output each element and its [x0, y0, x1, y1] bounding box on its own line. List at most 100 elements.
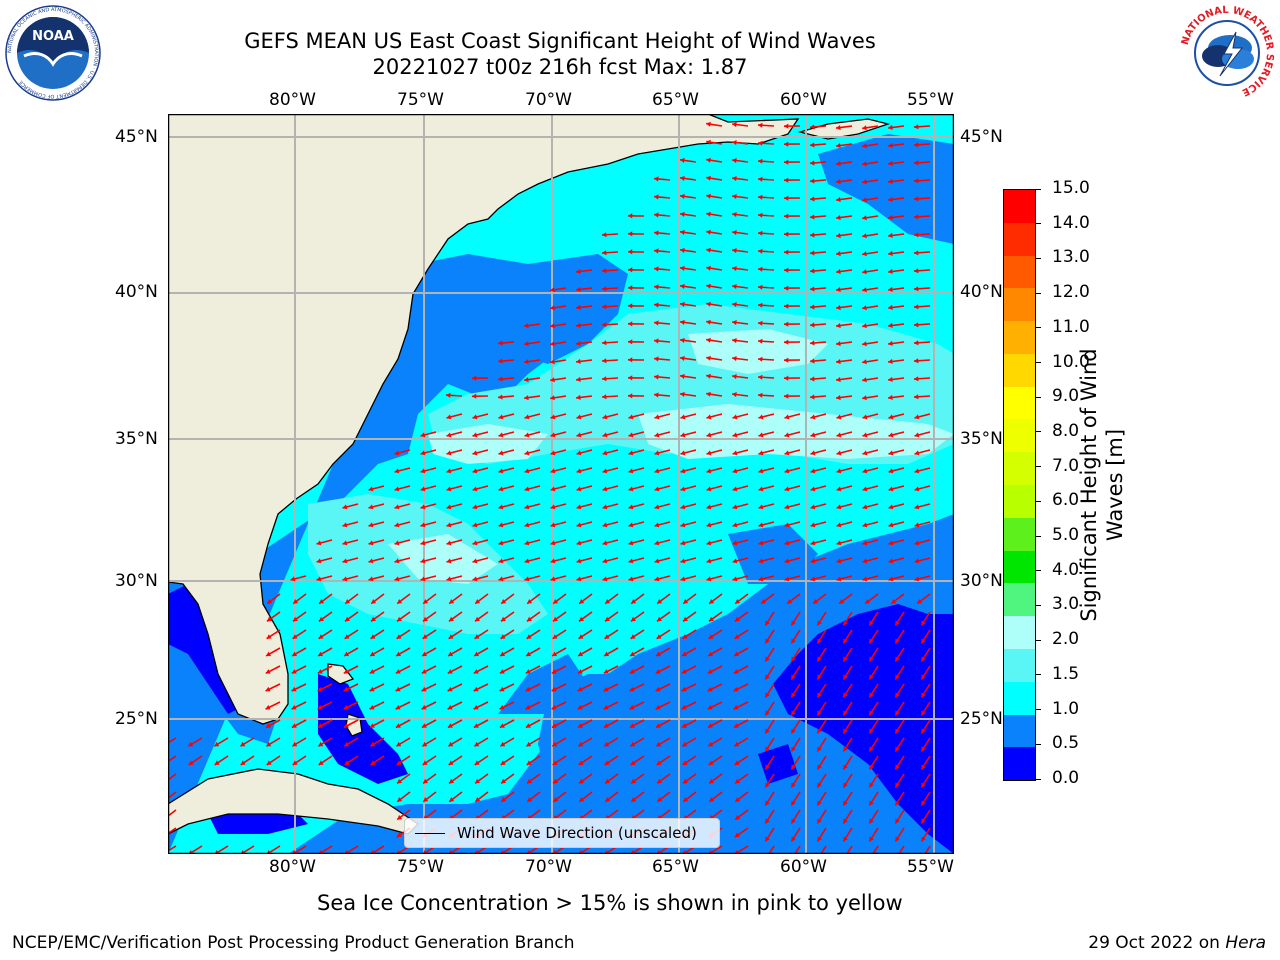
wind-wave-arrowhead	[732, 302, 737, 308]
wind-wave-arrowhead	[706, 193, 711, 199]
wind-wave-arrowhead	[706, 576, 712, 582]
wind-wave-arrowhead	[500, 651, 506, 657]
wind-wave-arrowhead	[318, 760, 324, 765]
wind-wave-arrowhead	[291, 704, 297, 710]
colorbar-tick-mark	[1035, 778, 1041, 780]
wind-wave-arrowhead	[888, 468, 894, 474]
wind-wave-arrowhead	[316, 576, 322, 582]
wind-wave-arrowhead	[682, 651, 688, 657]
wind-wave-arrowhead	[421, 669, 427, 674]
wind-wave-arrowhead	[656, 760, 662, 765]
wind-wave-arrowhead	[344, 634, 350, 639]
wind-wave-arrowhead	[550, 504, 556, 510]
wind-wave-arrowhead	[836, 305, 841, 311]
wind-wave-arrowhead	[732, 414, 738, 420]
wind-wave-arrowhead	[472, 504, 478, 510]
colorbar-tick-mark	[1035, 639, 1041, 641]
wind-wave-arrowhead	[524, 504, 530, 510]
wind-wave-arrowhead	[370, 741, 376, 747]
wind-wave-arrowhead	[420, 450, 426, 456]
wind-wave-arrowhead	[791, 782, 796, 788]
wind-wave-arrowhead	[342, 504, 348, 510]
colorbar-tick-label: 6.0	[1052, 490, 1080, 511]
wind-wave-arrowhead	[576, 358, 581, 364]
wind-wave-arrowhead	[369, 669, 375, 674]
lon-label-top: 80°W	[269, 90, 316, 110]
wind-wave-arrowhead	[368, 558, 374, 564]
wind-wave-arrowhead	[368, 576, 374, 582]
chart-subtitle: 20221027 t00z 216h fcst Max: 1.87	[372, 55, 748, 79]
wind-wave-arrowhead	[921, 782, 926, 788]
wind-wave-arrowhead	[784, 414, 790, 420]
wind-wave-arrowhead	[343, 686, 349, 692]
wind-wave-arrowhead	[921, 692, 926, 698]
wind-wave-arrowhead	[914, 340, 919, 346]
wind-wave-arrowhead	[629, 704, 635, 710]
wind-wave-arrowhead	[472, 522, 478, 528]
wind-wave-arrowhead	[524, 558, 530, 564]
wind-wave-arrowhead	[706, 468, 712, 474]
wind-wave-arrowhead	[344, 741, 350, 747]
wind-wave-arrowhead	[708, 760, 714, 765]
colorbar-tick-mark	[1035, 362, 1041, 364]
noaa-logo: NOAA NATIONAL OCEANIC AND ATMOSPHERIC AD…	[4, 4, 102, 102]
wind-wave-arrowhead	[498, 468, 504, 474]
wind-wave-arrowhead	[240, 760, 246, 765]
wind-wave-arrowhead	[921, 710, 926, 716]
wind-wave-arrowhead	[655, 723, 661, 728]
wind-wave-arrowhead	[317, 704, 323, 710]
wind-wave-arrowhead	[524, 395, 529, 401]
wind-wave-arrowhead	[629, 669, 635, 674]
wind-wave-arrowhead	[895, 638, 900, 644]
wind-wave-arrowhead	[319, 616, 324, 622]
wind-wave-arrowhead	[888, 576, 894, 582]
wind-wave-arrowhead	[524, 576, 530, 582]
wind-wave-arrowhead	[423, 797, 429, 802]
wind-wave-arrowhead	[888, 322, 893, 328]
wind-wave-arrowhead	[446, 558, 452, 564]
wind-wave-arrowhead	[395, 704, 401, 710]
wind-wave-arrowhead	[914, 232, 919, 238]
wind-wave-arrowhead	[817, 728, 822, 734]
wind-wave-arrowhead	[602, 394, 607, 400]
wind-wave-arrowhead	[524, 414, 530, 420]
colorbar-label-line2: Waves [m]	[1103, 428, 1127, 542]
wind-wave-arrowhead	[654, 284, 659, 290]
wind-wave-arrowhead	[680, 373, 685, 379]
wind-wave-arrowhead	[869, 674, 874, 680]
wind-wave-arrowhead	[473, 704, 479, 710]
wind-wave-arrowhead	[836, 432, 842, 438]
wind-wave-arrowhead	[914, 414, 920, 420]
wind-wave-arrowhead	[602, 250, 607, 256]
wind-wave-arrowhead	[810, 142, 815, 148]
lon-label-bottom: 70°W	[525, 857, 572, 877]
wind-wave-arrowhead	[316, 540, 322, 546]
colorbar-tick-mark	[1035, 535, 1041, 537]
wind-wave-arrowhead	[921, 728, 926, 734]
wind-wave-arrowhead	[836, 522, 842, 528]
wind-wave-arrowhead	[843, 764, 848, 770]
wind-wave-arrowhead	[498, 522, 504, 528]
wind-wave-arrowhead	[680, 211, 685, 217]
colorbar-tick-label: 9.0	[1052, 386, 1080, 407]
wind-wave-arrowhead	[631, 616, 636, 622]
wind-wave-arrowhead	[628, 267, 633, 273]
colorbar-swatch	[1004, 583, 1035, 617]
wind-wave-arrowhead	[266, 760, 272, 765]
wind-wave-arrowhead	[472, 432, 478, 438]
wind-wave-arrowhead	[293, 616, 298, 622]
wind-wave-arrowhead	[732, 284, 737, 290]
wind-wave-arrowhead	[550, 558, 556, 564]
wind-wave-arrowhead	[603, 704, 609, 710]
wind-wave-arrowhead	[706, 391, 711, 397]
wind-wave-arrowhead	[602, 522, 608, 528]
wind-wave-arrowhead	[735, 814, 741, 820]
wind-wave-arrowhead	[810, 468, 816, 474]
wind-wave-arrowhead	[734, 651, 740, 657]
wind-wave-arrowhead	[317, 723, 323, 728]
wind-wave-arrowhead	[499, 669, 505, 674]
wind-wave-arrowhead	[732, 176, 737, 182]
wind-wave-arrowhead	[577, 669, 583, 674]
colorbar-tick-label: 13.0	[1052, 247, 1090, 268]
wind-wave-arrowhead	[758, 266, 763, 272]
